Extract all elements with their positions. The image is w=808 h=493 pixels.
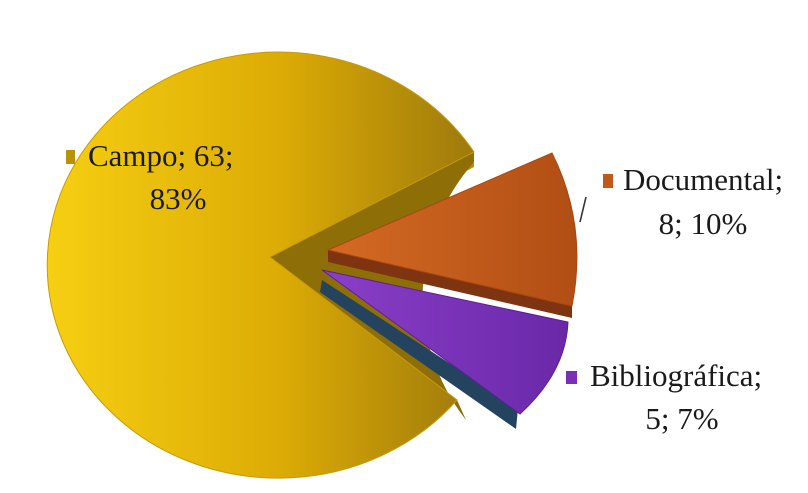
leader-line-documental: [579, 196, 587, 223]
slice-bibliografica: [321, 269, 569, 415]
legend-key-bibliografica: [566, 371, 577, 384]
label-bibliografica-line1: Bibliográfica;: [590, 358, 762, 393]
label-documental-line1: Documental;: [623, 162, 783, 197]
label-campo-line1: Campo; 63;: [88, 138, 234, 173]
slice-documental: [326, 152, 578, 307]
label-documental-line2: 8; 10%: [659, 206, 748, 241]
slice-bibliografica-side: [320, 280, 518, 429]
label-documental: Documental; 8; 10%: [603, 162, 783, 241]
label-bibliografica: Bibliográfica; 5; 7%: [566, 358, 762, 436]
label-campo-line2: 83%: [150, 181, 207, 216]
legend-key-documental: [603, 174, 613, 188]
slice-documental-side: [328, 250, 572, 318]
legend-key-campo: [66, 150, 75, 164]
label-campo: Campo; 63; 83%: [66, 138, 234, 216]
label-bibliografica-line2: 5; 7%: [645, 401, 718, 436]
slice-campo: [46, 51, 475, 479]
